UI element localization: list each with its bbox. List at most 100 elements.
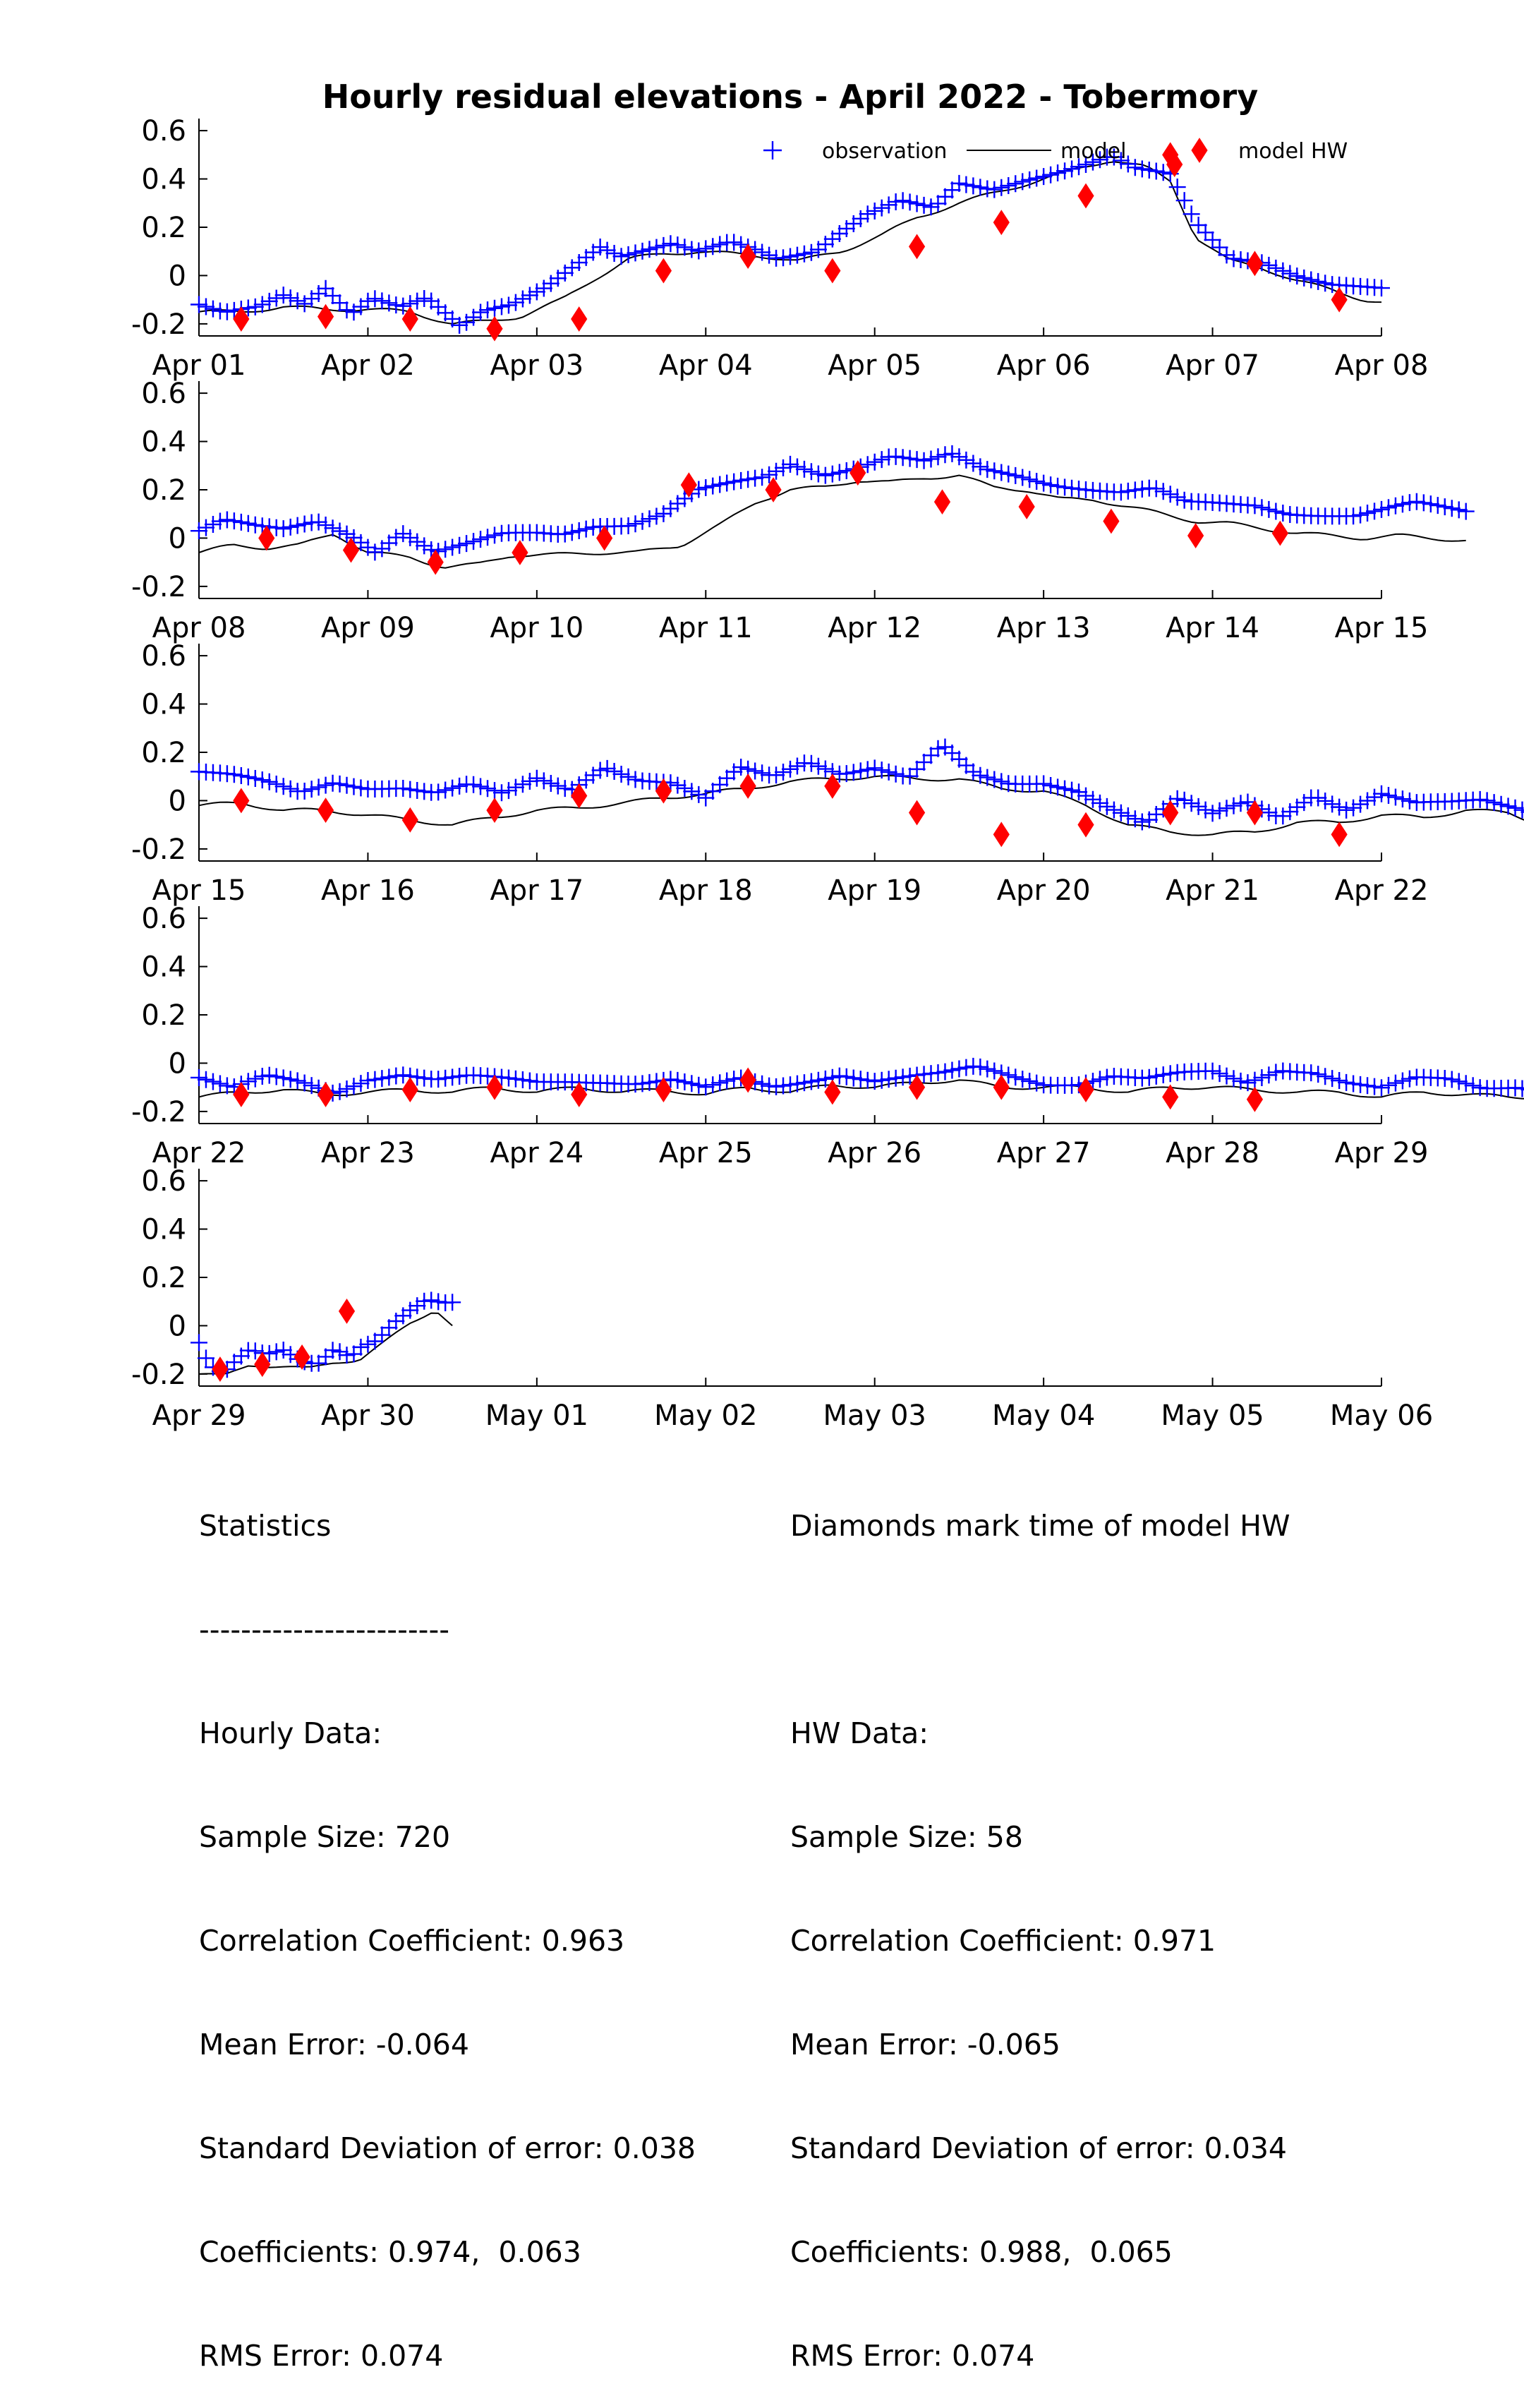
observation-point: [198, 1071, 214, 1088]
observation-point: [1302, 271, 1319, 288]
observation-point: [205, 1073, 222, 1090]
observation-point: [1091, 795, 1108, 812]
observation-point: [1458, 1075, 1475, 1092]
observation-point: [1317, 1068, 1334, 1085]
x-tick-label: Apr 22: [1335, 874, 1429, 907]
observation-point: [1408, 493, 1425, 510]
observation-point: [1373, 1079, 1390, 1096]
observation-point: [718, 1073, 735, 1090]
observation-point: [1211, 802, 1228, 819]
observation-point: [1345, 507, 1362, 524]
y-tick-label: 0: [169, 260, 186, 292]
observation-point: [1021, 471, 1038, 488]
observation-point: [1437, 498, 1453, 515]
observation-point: [1373, 785, 1390, 802]
observation-point: [1014, 1071, 1031, 1088]
observation-point: [909, 195, 926, 212]
observation-point: [1014, 173, 1031, 190]
observation-point: [1197, 224, 1214, 241]
observation-point: [318, 777, 334, 794]
observation-point: [1056, 478, 1073, 495]
observation-point: [578, 521, 595, 538]
y-tick-label: 0.4: [141, 1214, 186, 1246]
x-tick-label: Apr 21: [1166, 874, 1259, 907]
y-tick-label: 0: [169, 522, 186, 555]
observation-point: [233, 767, 250, 784]
legend-model-hw-marker: [1192, 138, 1207, 162]
x-tick-label: Apr 01: [152, 349, 246, 382]
model-hw-point: [1331, 822, 1347, 846]
model-hw-point: [1019, 495, 1034, 519]
x-tick-label: Apr 03: [490, 349, 583, 382]
observation-point: [662, 500, 679, 517]
model-hw-point: [993, 210, 1009, 234]
observation-point: [401, 529, 418, 546]
observation-point: [746, 470, 763, 487]
observation-point: [1295, 794, 1312, 811]
model-hw-point: [597, 526, 612, 550]
y-tick-label: -0.2: [131, 308, 186, 341]
observation-point: [950, 1060, 967, 1077]
observation-point: [536, 280, 552, 297]
observation-point: [1338, 1074, 1355, 1091]
model-hw-point: [512, 541, 528, 565]
y-tick-label: 0.4: [141, 426, 186, 459]
observation-point: [627, 244, 644, 261]
observation-point: [669, 1072, 686, 1089]
x-tick-label: Apr 26: [828, 1137, 921, 1169]
observation-point: [1021, 171, 1038, 188]
observation-point: [725, 474, 742, 490]
blank-line: [790, 1613, 1290, 1647]
observation-point: [275, 1069, 292, 1086]
observation-point: [352, 779, 369, 796]
statistics-separator: ------------------------: [199, 1613, 696, 1647]
observation-point: [332, 294, 349, 311]
observation-point: [1274, 807, 1291, 824]
observation-point: [401, 781, 418, 798]
residual-elevation-chart: Hourly residual elevations - April 2022 …: [0, 0, 1524, 1454]
observation-point: [845, 1069, 862, 1086]
observation-point: [444, 1068, 461, 1085]
observation-point: [1204, 1063, 1221, 1080]
observation-point: [247, 517, 264, 534]
legend-model-hw-label: model HW: [1238, 139, 1348, 164]
observation-point: [373, 1070, 390, 1087]
x-tick-label: Apr 10: [490, 612, 583, 644]
observation-point: [711, 236, 728, 253]
observation-point: [838, 1068, 855, 1085]
y-tick-label: -0.2: [131, 1096, 186, 1128]
observation-point: [479, 301, 496, 318]
hw-mean-error: Mean Error: -0.065: [790, 2028, 1290, 2062]
observation-point: [359, 539, 376, 556]
x-tick-label: Apr 20: [997, 874, 1091, 907]
model-hw-point: [572, 1083, 587, 1107]
observation-point: [1465, 1077, 1482, 1094]
hw-std-error: Standard Deviation of error: 0.034: [790, 2131, 1290, 2166]
y-tick-label: 0.6: [141, 115, 186, 148]
observation-point: [275, 778, 292, 795]
observation-point: [1331, 1072, 1348, 1089]
hourly-std-error: Standard Deviation of error: 0.038: [199, 2131, 696, 2166]
observation-point: [444, 538, 461, 555]
observation-point: [690, 243, 707, 260]
observation-point: [1000, 466, 1017, 483]
observation-point: [824, 466, 841, 483]
hourly-mean-error: Mean Error: -0.064: [199, 2028, 696, 2062]
observation-point: [303, 781, 320, 797]
observation-point: [310, 778, 327, 795]
observation-point: [669, 236, 686, 253]
model-hw-point: [402, 808, 418, 832]
observation-point: [993, 179, 1010, 196]
model-hw-point: [766, 478, 781, 502]
observation-point: [789, 247, 806, 264]
observation-point: [1359, 505, 1376, 522]
observation-point: [866, 759, 883, 776]
x-tick-label: Apr 24: [490, 1137, 583, 1169]
observation-point: [993, 773, 1010, 790]
observation-point: [648, 508, 665, 525]
observation-point: [366, 543, 383, 560]
y-tick-label: 0.4: [141, 689, 186, 721]
observation-point: [775, 249, 792, 266]
observation-point: [479, 780, 496, 797]
